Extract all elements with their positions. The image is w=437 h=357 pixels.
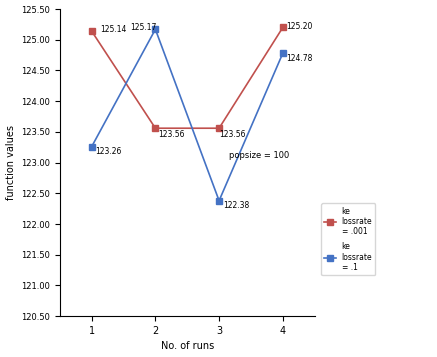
Text: 123.56: 123.56: [219, 130, 246, 139]
Text: 124.78: 124.78: [286, 54, 312, 63]
Text: 125.14: 125.14: [100, 25, 126, 34]
Text: popsize = 100: popsize = 100: [229, 151, 289, 160]
Legend: ke
lossrate
= .001, ke
lossrate
= .1: ke lossrate = .001, ke lossrate = .1: [321, 203, 375, 275]
Y-axis label: function values: function values: [6, 125, 16, 200]
Text: 122.38: 122.38: [224, 201, 250, 210]
Text: 123.26: 123.26: [95, 147, 121, 156]
X-axis label: No. of runs: No. of runs: [161, 341, 214, 351]
Text: 123.56: 123.56: [159, 130, 185, 140]
Text: 125.20: 125.20: [286, 22, 312, 31]
Text: 125.17: 125.17: [130, 23, 156, 32]
